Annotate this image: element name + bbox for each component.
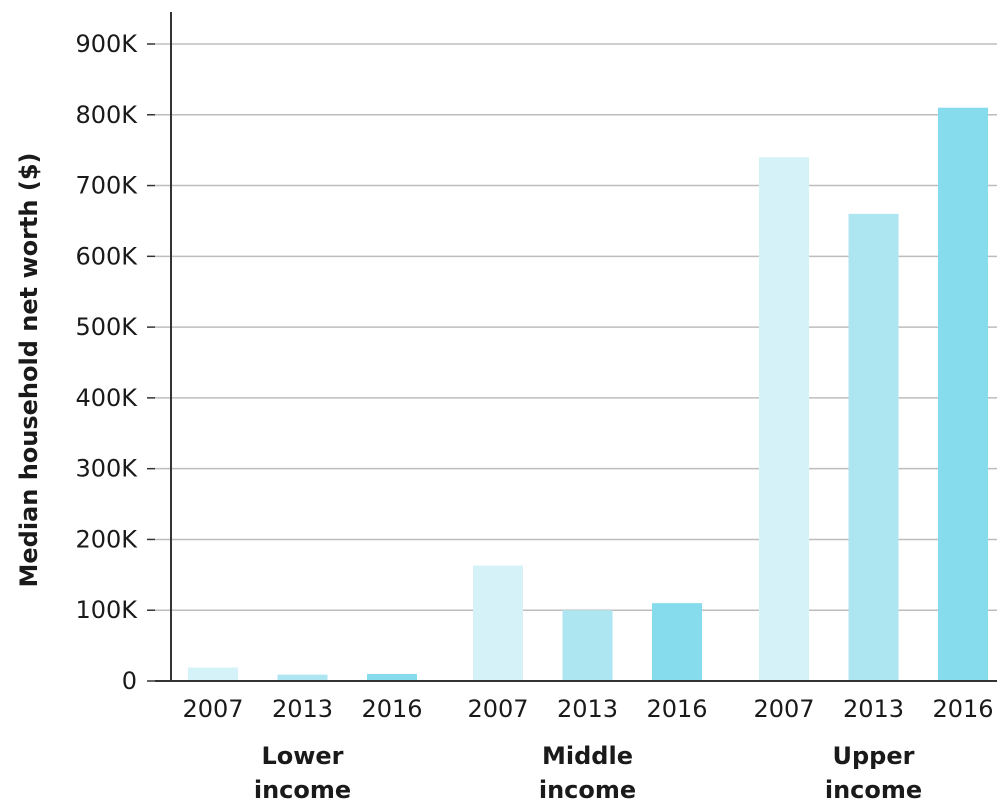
x-tick-label: 2013 bbox=[843, 695, 904, 723]
x-tick-label: 2016 bbox=[646, 695, 707, 723]
group-label-line1: Upper bbox=[833, 742, 915, 770]
bar bbox=[367, 673, 417, 681]
labels: 0 100K 200K 300K 400K 500K 600K 700K 800K 900K 200… bbox=[75, 30, 993, 804]
y-tick-label: 900K bbox=[75, 30, 138, 58]
bar bbox=[188, 667, 238, 681]
x-tick-label: 2013 bbox=[272, 695, 333, 723]
y-tick-label: 400K bbox=[75, 384, 138, 412]
y-tick-label: 800K bbox=[75, 101, 138, 129]
bars bbox=[188, 107, 988, 681]
x-tick-label: 2007 bbox=[753, 695, 814, 723]
bar bbox=[759, 157, 809, 681]
bar bbox=[473, 565, 523, 681]
group-label-line2: income bbox=[825, 776, 922, 804]
bar bbox=[848, 213, 899, 681]
x-tick-label: 2007 bbox=[467, 695, 528, 723]
group-label-line2: income bbox=[539, 776, 636, 804]
x-tick-label: 2013 bbox=[557, 695, 618, 723]
y-axis-title: Median household net worth ($) bbox=[15, 153, 43, 588]
group-label-line1: Lower bbox=[261, 742, 343, 770]
group-label-line1: Middle bbox=[542, 742, 633, 770]
y-tick-label: 200K bbox=[75, 525, 138, 553]
y-tick-label: 600K bbox=[75, 242, 138, 270]
y-tick-label: 700K bbox=[75, 172, 138, 200]
bar bbox=[938, 107, 988, 681]
y-tick-label: 300K bbox=[75, 455, 138, 483]
x-tick-label: 2016 bbox=[361, 695, 422, 723]
bar bbox=[277, 674, 328, 681]
gridlines bbox=[155, 43, 997, 611]
y-tick-label: 500K bbox=[75, 313, 138, 341]
bar bbox=[652, 603, 702, 681]
group-label-line2: income bbox=[254, 776, 351, 804]
x-tick-label: 2016 bbox=[932, 695, 993, 723]
y-tick-label: 100K bbox=[75, 596, 138, 624]
y-tick-label: 0 bbox=[122, 667, 137, 695]
x-tick-label: 2007 bbox=[182, 695, 243, 723]
bar bbox=[562, 610, 613, 681]
axes bbox=[147, 12, 997, 682]
